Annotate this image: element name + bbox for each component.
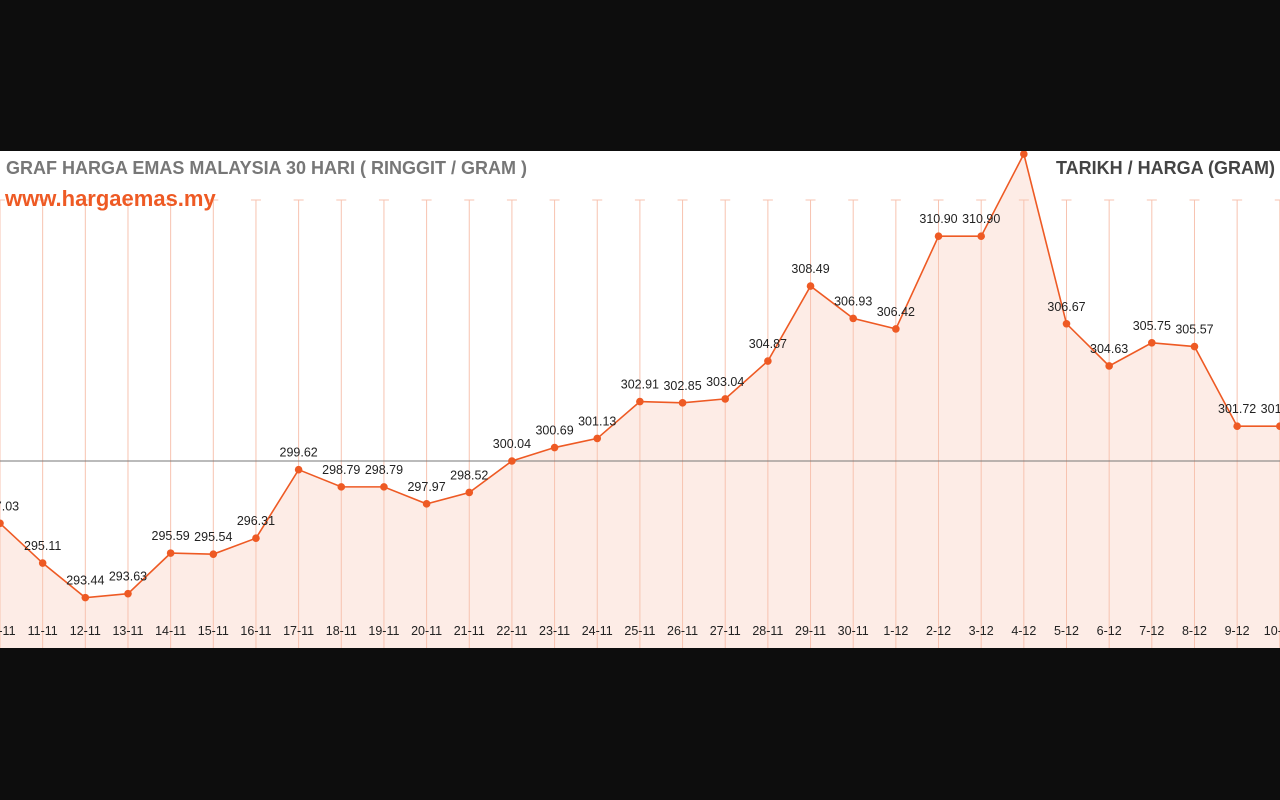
data-point (892, 325, 900, 333)
data-point (209, 550, 218, 558)
x-tick-label: 27-11 (710, 624, 741, 638)
data-point (934, 232, 943, 240)
x-tick-label: 26-11 (667, 624, 698, 638)
data-label: 310.90 (919, 212, 957, 226)
x-tick-label: 2-12 (926, 624, 951, 638)
data-point (593, 434, 602, 443)
data-label: 297.03 (0, 499, 19, 513)
data-label: 301.72 (1218, 402, 1256, 416)
data-point (1062, 319, 1071, 328)
x-tick-label: 22-11 (496, 624, 527, 638)
data-label: 306.67 (1047, 300, 1085, 314)
chart-title: GRAF HARGA EMAS MALAYSIA 30 HARI ( RINGG… (6, 158, 528, 178)
data-label: 298.79 (322, 463, 360, 477)
x-tick-label: 10-12 (1264, 624, 1280, 638)
x-tick-label: 11-11 (28, 624, 58, 638)
data-label: 305.75 (1133, 319, 1171, 333)
data-point (508, 457, 516, 465)
data-label: 302.85 (663, 379, 701, 393)
data-point (1276, 422, 1280, 431)
data-point (337, 483, 346, 491)
data-label: 303.04 (706, 375, 744, 389)
x-tick-label: 18-11 (326, 624, 357, 638)
chart-legend-label: TARIKH / HARGA (GRAM) (1056, 158, 1275, 178)
data-label: 300.04 (493, 437, 531, 451)
data-label: 299.62 (280, 446, 318, 460)
x-tick-label: 5-12 (1054, 624, 1079, 638)
data-point (124, 589, 132, 598)
x-tick-label: 23-11 (539, 624, 570, 638)
x-tick-label: 21-11 (454, 624, 485, 638)
data-point (465, 488, 474, 497)
data-point (1020, 151, 1028, 158)
x-tick-label: 19-11 (368, 624, 399, 638)
data-label: 301.72 (1261, 402, 1280, 416)
data-label: 304.63 (1090, 342, 1128, 356)
data-point (166, 549, 175, 557)
x-tick-label: 13-11 (112, 624, 143, 638)
data-label: 305.57 (1175, 323, 1213, 337)
data-label: 298.79 (365, 463, 403, 477)
data-label: 306.93 (834, 294, 872, 308)
x-tick-label: 8-12 (1182, 624, 1207, 638)
data-point (422, 500, 431, 508)
data-label: 302.91 (621, 378, 659, 392)
data-point (380, 483, 388, 491)
x-tick-label: 29-11 (795, 624, 826, 638)
x-tick-label: 24-11 (582, 624, 613, 638)
x-tick-label: 10-11 (0, 624, 16, 638)
line-chart: 297.03 10-11 295.11 11-11 293.44 12-11 293.63 1… (0, 151, 1280, 648)
data-point (1105, 362, 1113, 370)
data-point (721, 395, 730, 403)
area-fill (0, 154, 1280, 648)
data-label: 298.52 (450, 468, 488, 482)
data-point (806, 282, 815, 290)
data-point (849, 314, 857, 323)
data-point (678, 399, 687, 407)
data-point (294, 465, 303, 474)
data-point (38, 559, 47, 567)
data-label: 293.63 (109, 570, 147, 584)
x-tick-label: 25-11 (624, 624, 655, 638)
data-label: 310.90 (962, 212, 1000, 226)
data-label: 295.11 (24, 539, 61, 553)
x-tick-label: 12-11 (70, 624, 101, 638)
data-point (81, 593, 90, 602)
data-point (252, 534, 260, 543)
data-point (636, 397, 644, 406)
chart-panel: GRAF HARGA EMAS MALAYSIA 30 HARI ( RINGG… (0, 151, 1280, 648)
x-tick-label: 6-12 (1097, 624, 1122, 638)
chart-subtitle-website[interactable]: www.hargaemas.my (5, 186, 216, 211)
x-tick-label: 30-11 (838, 624, 869, 638)
x-tick-label: 20-11 (411, 624, 442, 638)
x-tick-label: 15-11 (198, 624, 229, 638)
data-label: 300.69 (535, 424, 573, 438)
data-point (764, 357, 772, 365)
data-point (0, 519, 4, 528)
x-tick-label: 4-12 (1011, 624, 1036, 638)
x-tick-label: 9-12 (1225, 624, 1250, 638)
data-point (550, 443, 559, 452)
x-tick-label: 3-12 (969, 624, 994, 638)
x-tick-label: 16-11 (240, 624, 271, 638)
data-label: 297.97 (407, 480, 445, 494)
data-label: 295.59 (152, 529, 190, 543)
data-label: 293.44 (66, 574, 104, 588)
x-tick-label: 28-11 (752, 624, 783, 638)
data-label: 306.42 (877, 305, 915, 319)
x-tick-label: 7-12 (1139, 624, 1164, 638)
data-label: 304.87 (749, 337, 787, 351)
data-label: 308.49 (791, 262, 829, 276)
data-label: 296.31 (237, 514, 275, 528)
x-tick-label: 1-12 (883, 624, 908, 638)
x-tick-label: 14-11 (155, 624, 186, 638)
data-point (1148, 339, 1156, 347)
data-label: 301.13 (578, 414, 616, 428)
data-label: 295.54 (194, 530, 232, 544)
data-point (977, 232, 985, 240)
data-point (1233, 422, 1241, 431)
data-point (1190, 342, 1199, 351)
x-tick-label: 17-11 (283, 624, 314, 638)
